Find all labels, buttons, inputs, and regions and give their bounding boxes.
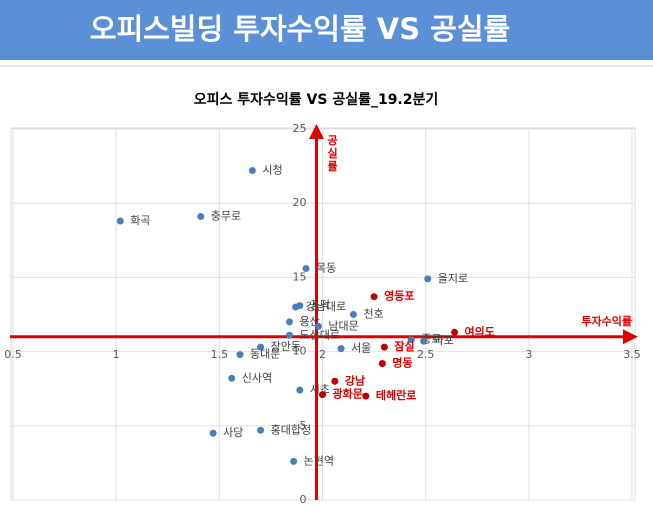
point [197,213,205,221]
point-label: 용산 [299,315,319,328]
point [370,293,378,301]
point [296,386,304,394]
point [209,429,217,437]
point [228,374,236,382]
point-label: 서울 [351,342,371,355]
page-title: 오피스빌딩 투자수익률 VS 공실률 [90,12,510,46]
point-label: 여의도 [465,324,495,338]
point-label: 영등포 [384,290,414,303]
point-label: 동대문 [250,348,280,361]
point-label: 사당 [223,426,243,439]
y-tick-label: 25 [293,122,307,135]
point [257,426,265,434]
point-label: 마포 [434,334,454,347]
point-label: 광화문 [333,387,363,401]
point [331,377,339,385]
point-label: 도산대로 [299,328,339,341]
point [257,343,265,351]
x-tick-label: 0.5 [4,348,22,361]
y-tick-label: 20 [293,196,307,209]
point-label: 장안동 [271,340,301,353]
point [116,217,124,225]
point-label: 명동 [392,355,412,369]
point-label: 천호 [363,307,383,321]
point-label: 남대문 [328,319,358,332]
point [285,318,293,326]
point [378,359,386,367]
point-label: 테헤란로 [376,388,416,402]
x-tick-label: 3.5 [623,348,641,361]
point-label: 공덕 [310,299,330,312]
x-tick-label: 2.5 [417,348,435,361]
x-tick-label: 1 [113,348,120,361]
point-label: 신사역 [242,371,272,384]
point-label: 강남대로 [306,300,346,313]
y-tick-label: 5 [300,419,307,432]
chart-title: 오피스 투자수익률 VS 공실률_19.2분기 [194,91,439,108]
point [451,328,459,336]
y-tick-label: 15 [293,270,307,283]
point-label: 시청 [262,164,282,177]
point [319,391,326,399]
point [424,275,432,283]
x-tick-label: 2 [319,348,326,361]
point [337,345,345,353]
point [362,392,370,400]
point [314,322,322,330]
x-tick-label: 3 [525,348,532,361]
point-label: 논현역 [304,454,334,467]
x-tick-label: 1.5 [211,348,229,361]
point [296,302,304,310]
point [407,336,415,344]
point [349,311,357,318]
x-axis-label: 투자수익률 [581,314,632,328]
point [290,457,298,465]
point-label: 홍대합정 [271,422,311,436]
point [380,343,388,351]
point [248,167,256,175]
point-label: 강남 [345,373,365,387]
point-label: 화곡 [130,214,150,227]
point [420,337,428,345]
y-tick-label: 10 [293,345,307,358]
y-tick-label: 0 [300,493,307,506]
point [302,264,310,272]
point-label: 충무로 [211,210,241,223]
point [236,351,244,359]
point [285,331,293,339]
point-label: 을지로 [438,272,468,285]
banner [0,0,653,60]
point-label: 목동 [316,261,336,274]
point-label: 잠실 [394,339,414,353]
